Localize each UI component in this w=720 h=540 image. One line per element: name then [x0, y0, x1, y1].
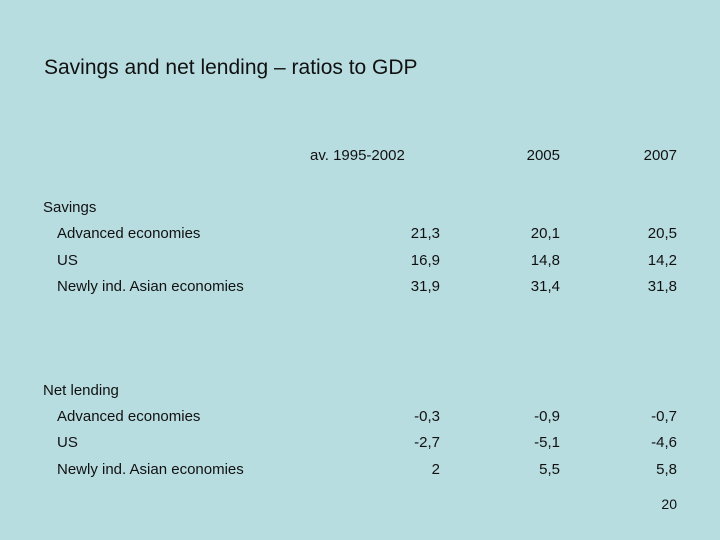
table-cell: 14,8 [530, 252, 560, 269]
table-cell: -0,3 [414, 408, 440, 425]
table-cell: -5,1 [534, 434, 560, 451]
table-cell: 14,2 [647, 252, 677, 269]
table-cell: 5,5 [539, 461, 560, 478]
table-cell: 20,5 [647, 225, 677, 242]
row-label: Newly ind. Asian economies [57, 278, 244, 295]
column-header-avg: av. 1995-2002 [310, 147, 405, 164]
row-label: US [57, 434, 78, 451]
column-header-2007: 2007 [643, 147, 677, 164]
section-title-savings: Savings [43, 199, 97, 216]
table-cell: 21,3 [410, 225, 440, 242]
table-cell: 31,9 [410, 278, 440, 295]
table-cell: 16,9 [410, 252, 440, 269]
table-cell: 31,4 [530, 278, 560, 295]
row-label: US [57, 252, 78, 269]
section-title-net-lending: Net lending [43, 382, 119, 399]
slide-title: Savings and net lending – ratios to GDP [44, 56, 418, 79]
column-header-2005: 2005 [526, 147, 560, 164]
table-cell: 5,8 [656, 461, 677, 478]
page-number: 20 [661, 496, 677, 512]
table-cell: 20,1 [530, 225, 560, 242]
table-cell: -2,7 [414, 434, 440, 451]
table-cell: -0,7 [651, 408, 677, 425]
row-label: Advanced economies [57, 225, 201, 242]
table-cell: -0,9 [534, 408, 560, 425]
row-label: Newly ind. Asian economies [57, 461, 244, 478]
table-cell: 31,8 [647, 278, 677, 295]
table-cell: -4,6 [651, 434, 677, 451]
table-cell: 2 [431, 461, 440, 478]
row-label: Advanced economies [57, 408, 201, 425]
